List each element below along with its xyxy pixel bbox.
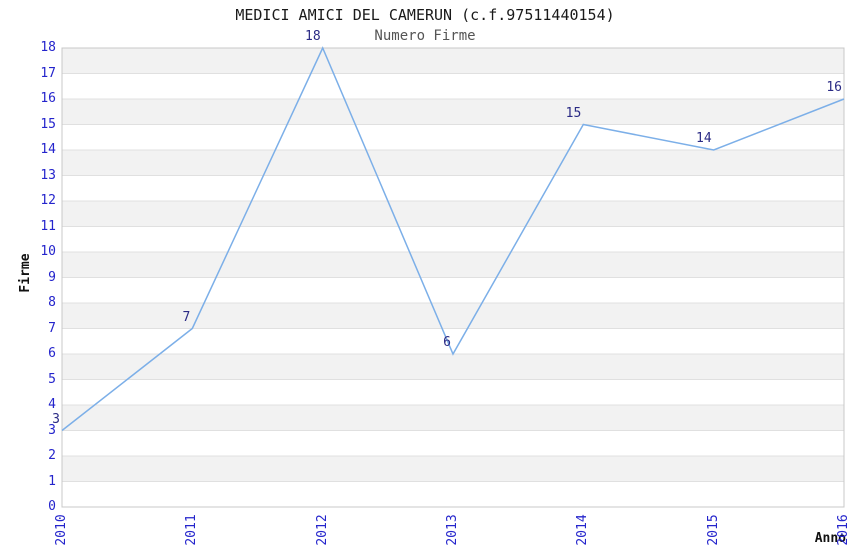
data-point-label: 3 [52,411,60,427]
y-tick-label: 8 [48,295,56,310]
grid-band [62,48,844,74]
x-tick-label: 2011 [184,514,200,546]
grid-band [62,303,844,329]
grid-band [62,354,844,380]
y-tick-label: 6 [48,346,56,361]
y-tick-label: 11 [40,218,56,234]
y-tick-label: 2 [48,448,56,463]
y-tick-label: 17 [40,65,56,81]
y-tick-label: 0 [48,499,56,514]
grid-band [62,150,844,176]
y-tick-label: 18 [40,40,56,55]
x-tick-label: 2010 [54,514,69,546]
data-point-label: 6 [443,335,451,350]
grid-band [62,456,844,482]
y-tick-label: 13 [40,167,56,183]
grid-band [62,201,844,227]
grid-band [62,252,844,278]
y-tick-label: 1 [48,473,56,489]
data-point-label: 14 [696,131,712,146]
data-point-label: 15 [565,105,582,121]
y-tick-label: 10 [40,244,56,259]
y-tick-label: 14 [40,142,56,157]
x-tick-label: 2012 [314,514,330,546]
plot-border [61,47,845,508]
grid-band [62,405,844,431]
x-tick-label: 2014 [575,514,591,546]
y-tick-label: 15 [40,116,56,132]
chart-title: MEDICI AMICI DEL CAMERUN (c.f.9751144015… [235,6,615,24]
grid-band [62,99,844,125]
y-tick-label: 7 [48,320,56,336]
y-tick-label: 5 [48,371,56,387]
chart-subtitle: Numero Firme [374,28,476,44]
x-tick-label: 2013 [445,514,460,546]
y-tick-label: 16 [40,91,56,106]
y-tick-label: 9 [48,269,56,285]
y-tick-label: 12 [40,193,56,208]
data-point-label: 16 [826,80,842,95]
x-tick-label: 2015 [705,514,721,546]
data-line [61,46,845,432]
x-axis-title: Anno [814,531,846,546]
data-point-label: 18 [305,29,321,44]
data-point-label: 7 [182,309,191,325]
y-tick-label: 3 [48,422,56,438]
y-tick-label: 4 [48,397,56,412]
x-tick-label: 2016 [836,514,850,546]
